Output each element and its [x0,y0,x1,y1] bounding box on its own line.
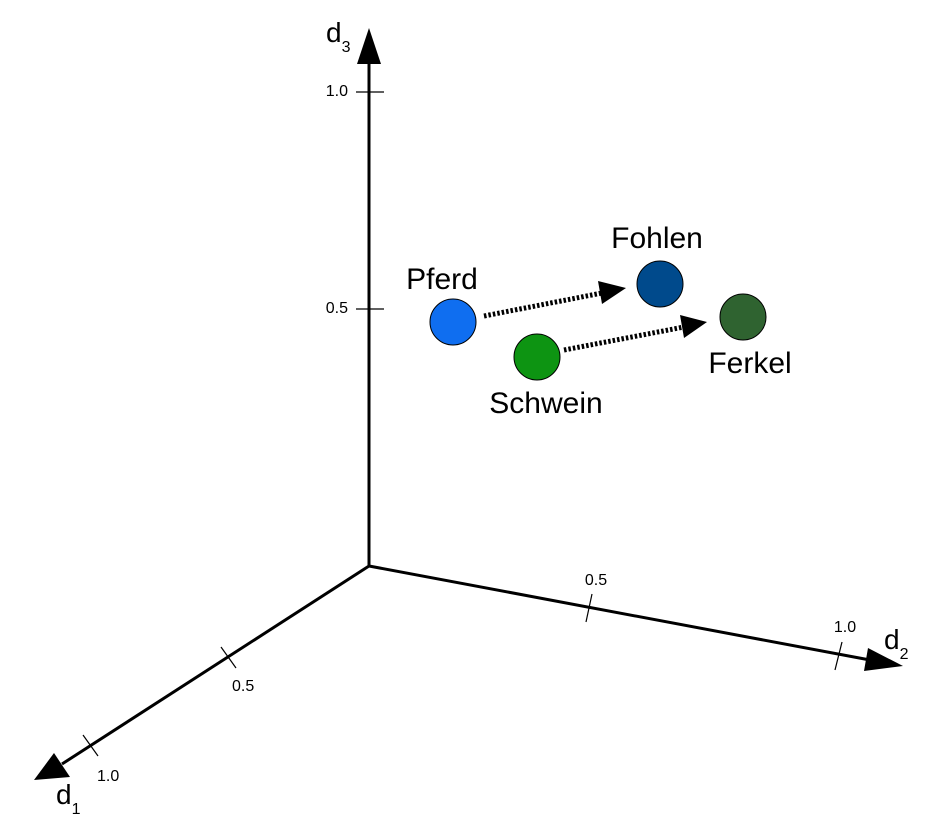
axis-d3-tick-label-0-5: 0.5 [326,300,348,317]
axis-d2-tick-0-5 [585,593,593,623]
point-ferkel [719,293,767,341]
axis-d1-tick-label-0-5: 0.5 [232,678,254,695]
point-pferd [429,298,477,346]
relation-arrow-schwein-ferkel [563,324,685,353]
axis-d2-arrowhead [864,648,903,671]
axis-d2-label: d2 [884,624,909,663]
data-points [429,260,767,381]
point-label-schwein: Schwein [489,387,602,420]
relation-arrows [483,281,707,353]
point-label-pferd: Pferd [406,263,478,296]
relation-arrowhead-pferd-fohlen [598,281,626,304]
point-schwein [513,333,561,381]
axis-d1: 0.5 1.0 d1 [34,564,370,818]
point-label-fohlen: Fohlen [611,222,703,255]
axis-d3-label: d3 [326,17,351,56]
axis-d3-tick-label-1: 1.0 [326,83,348,100]
axis-d2: 0.5 1.0 d2 [368,564,909,671]
axis-d2-tick-label-0-5: 0.5 [585,572,607,589]
axis-d1-line [61,564,370,766]
point-label-ferkel: Ferkel [708,347,791,380]
axis-d3: 1.0 0.5 d3 [326,17,384,566]
relation-arrow-pferd-fohlen [483,290,603,319]
axis-d1-tick-label-1: 1.0 [97,768,119,785]
axis-d2-tick-1 [834,641,843,671]
axis-d3-arrowhead [357,28,381,64]
axis-d1-arrowhead [34,753,70,780]
relation-arrowhead-schwein-ferkel [680,315,707,338]
axis-d2-line [368,564,871,662]
axis-d1-label: d1 [56,779,81,818]
axis-d1-tick-0-5 [220,646,237,669]
axis-d1-tick-1 [82,734,99,757]
axis-d2-tick-label-1: 1.0 [834,619,856,636]
point-fohlen [636,260,684,308]
point-labels: Pferd Fohlen Schwein Ferkel [406,222,792,420]
